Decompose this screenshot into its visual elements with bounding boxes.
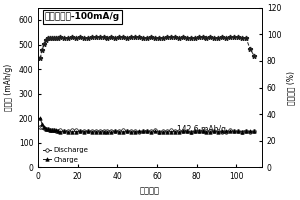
Charge — [169, 130, 172, 133]
Y-axis label: 比容量 (mAh/g): 比容量 (mAh/g) — [4, 64, 13, 111]
Charge — [94, 130, 98, 133]
X-axis label: 循环次数: 循环次数 — [140, 187, 160, 196]
Discharge — [173, 129, 177, 132]
Charge — [98, 131, 101, 133]
Discharge — [62, 130, 66, 132]
Charge — [110, 131, 113, 133]
Charge — [78, 130, 82, 133]
Text: 142.6 mAh/g: 142.6 mAh/g — [177, 125, 226, 134]
Charge — [58, 131, 62, 133]
Discharge — [90, 130, 94, 132]
Line: Discharge: Discharge — [38, 125, 256, 134]
Charge — [252, 130, 256, 133]
Line: Charge: Charge — [38, 117, 256, 134]
Y-axis label: 库伦效率 (%): 库伦效率 (%) — [287, 71, 296, 105]
Charge — [86, 130, 89, 133]
Discharge — [102, 129, 105, 132]
Legend: Discharge, Charge: Discharge, Charge — [42, 146, 90, 164]
Discharge — [82, 129, 85, 132]
Discharge — [98, 130, 101, 132]
Discharge — [137, 131, 141, 133]
Discharge — [252, 130, 256, 132]
Discharge — [40, 126, 44, 128]
Charge — [38, 117, 42, 119]
Text: 超支化聚酯-100mA/g: 超支化聚酯-100mA/g — [45, 12, 120, 21]
Discharge — [38, 126, 42, 129]
